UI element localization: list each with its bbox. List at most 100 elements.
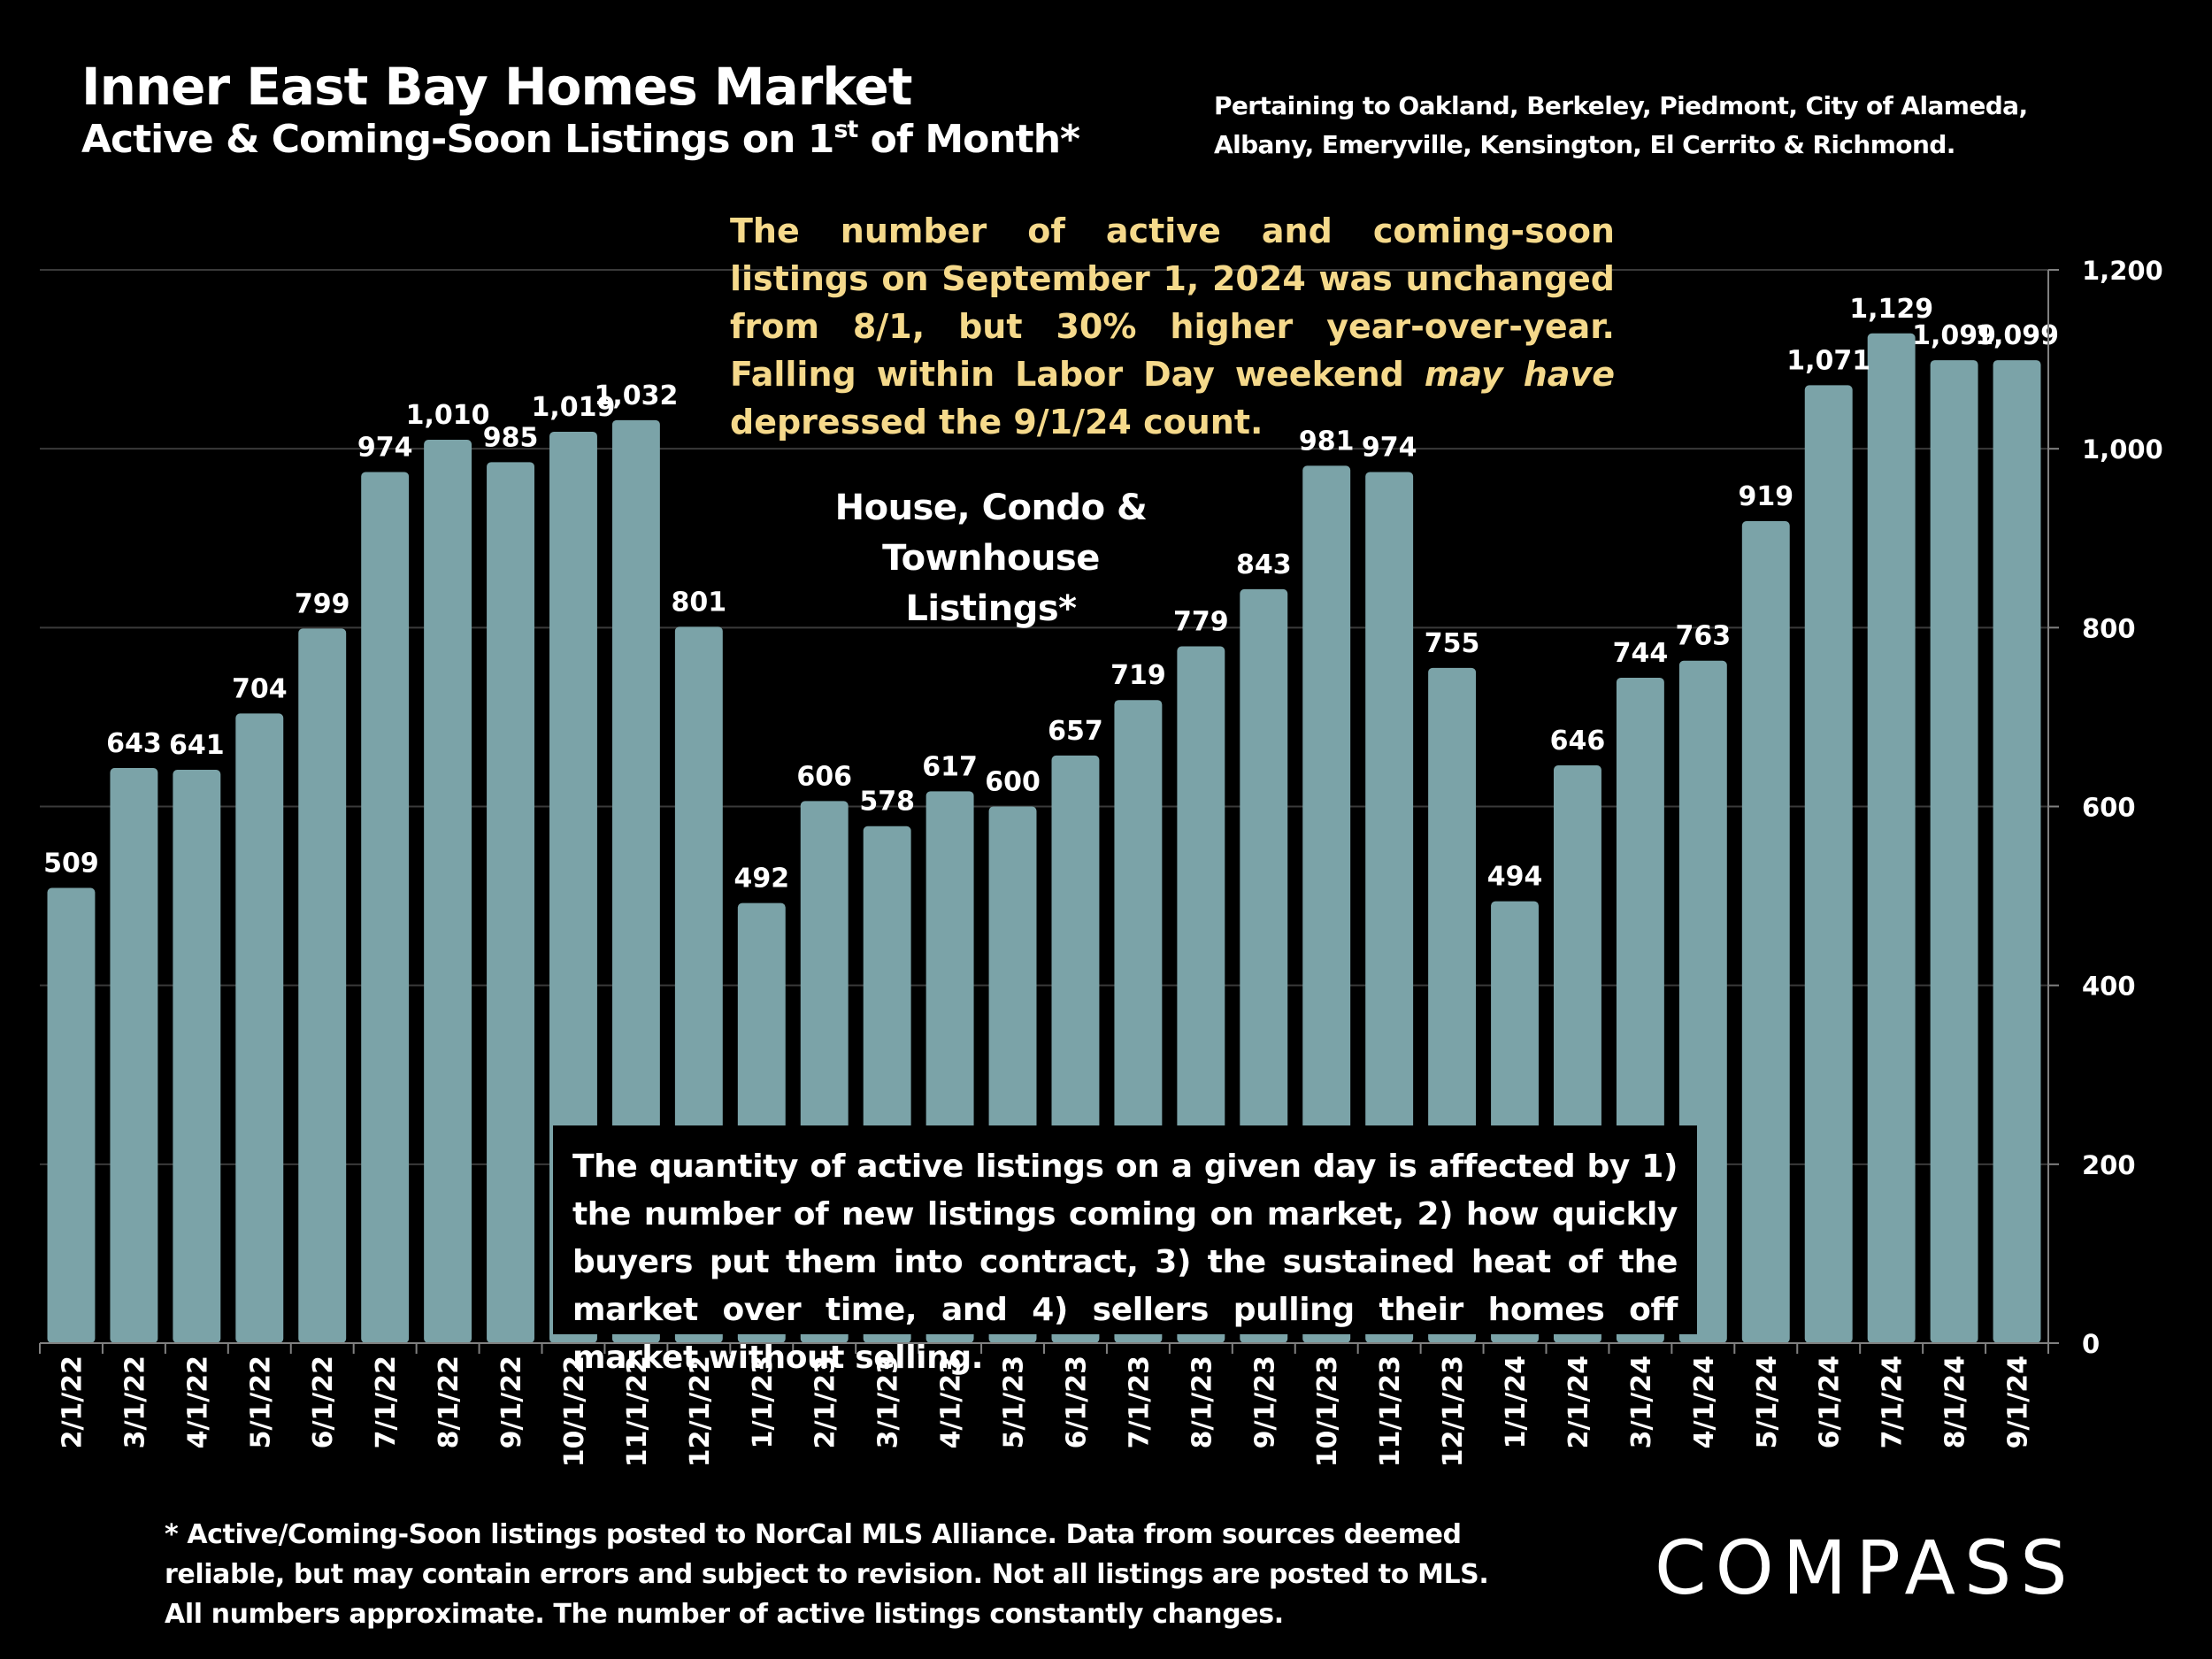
x-tick-label: 10/1/22	[559, 1356, 590, 1467]
bar	[1365, 472, 1414, 1343]
value-label: 779	[1173, 607, 1229, 638]
x-tick-label: 9/1/24	[2003, 1356, 2034, 1448]
value-label: 600	[985, 767, 1041, 798]
x-tick-label: 9/1/23	[1249, 1356, 1280, 1448]
value-label: 801	[672, 587, 727, 618]
x-tick-label: 2/1/23	[810, 1356, 841, 1448]
bar	[549, 431, 597, 1344]
value-label: 1,129	[1849, 294, 1933, 325]
x-tick-label: 7/1/22	[371, 1356, 402, 1448]
value-label: 643	[106, 728, 162, 759]
value-label: 509	[43, 848, 99, 879]
value-label: 1,010	[406, 400, 490, 431]
x-tick-label: 6/1/22	[308, 1356, 339, 1448]
x-tick-label: 7/1/23	[1124, 1356, 1155, 1448]
y-tick-label: 400	[2082, 972, 2136, 1002]
footnote-line: All numbers approximate. The number of a…	[165, 1599, 1284, 1630]
y-tick-label: 800	[2082, 613, 2136, 643]
callout-text: The number of active and coming-soon lis…	[730, 211, 1615, 394]
x-tick-label: 5/1/23	[999, 1356, 1030, 1448]
x-tick-label: 11/1/22	[622, 1356, 653, 1467]
value-label: 704	[232, 673, 288, 704]
x-tick-label: 4/1/22	[182, 1356, 213, 1448]
y-tick-label: 200	[2082, 1150, 2136, 1180]
x-tick-label: 4/1/23	[936, 1356, 967, 1448]
value-label: 1,019	[532, 392, 616, 423]
series-label-line: Townhouse Listings*	[882, 538, 1100, 629]
bar	[298, 628, 347, 1343]
x-tick-label: 3/1/22	[119, 1356, 150, 1448]
chart-title: Inner East Bay Homes Market	[81, 57, 912, 117]
value-label: 1,071	[1786, 345, 1870, 376]
coverage-note: Pertaining to Oakland, Berkeley, Piedmon…	[1214, 87, 2028, 165]
x-tick-label: 5/1/24	[1752, 1356, 1783, 1448]
x-tick-label: 10/1/23	[1312, 1356, 1343, 1467]
x-tick-label: 7/1/24	[1878, 1356, 1909, 1448]
callout-emphasis: may have	[1424, 355, 1615, 394]
x-tick-label: 3/1/24	[1626, 1356, 1657, 1448]
value-label: 843	[1236, 549, 1292, 580]
series-label: House, Condo & Townhouse Listings*	[796, 483, 1186, 634]
value-label: 606	[796, 761, 852, 792]
value-label: 492	[733, 864, 789, 895]
value-label: 919	[1738, 481, 1793, 512]
subtitle-prefix: Active & Coming-Soon Listings on 1	[81, 117, 834, 162]
chart-subtitle: Active & Coming-Soon Listings on 1st of …	[81, 117, 1080, 162]
y-tick-labels: 0 200 400 600 800 1,000 1,200	[2082, 256, 2163, 1359]
bar	[424, 440, 472, 1343]
value-label: 657	[1048, 716, 1103, 747]
x-tick-label: 8/1/24	[1940, 1356, 1971, 1448]
footnote: * Active/Coming-Soon listings posted to …	[165, 1515, 1489, 1634]
value-label: 617	[922, 751, 978, 782]
value-label: 1,099	[1975, 320, 2059, 351]
callout-text-end: depressed the 9/1/24 count.	[730, 403, 1263, 442]
bar	[1804, 385, 1853, 1344]
bar	[235, 713, 284, 1343]
bar	[173, 770, 221, 1343]
bar	[1930, 360, 1978, 1343]
bar	[1741, 521, 1790, 1343]
bar	[47, 887, 96, 1343]
x-tick-label: 8/1/22	[434, 1356, 465, 1448]
value-label: 494	[1487, 862, 1543, 893]
x-tick-label: 5/1/22	[245, 1356, 276, 1448]
coverage-line: Albany, Emeryville, Kensington, El Cerri…	[1214, 130, 1955, 159]
value-label: 1,032	[594, 380, 678, 411]
bar	[1302, 465, 1351, 1343]
x-tick-label: 3/1/23	[873, 1356, 904, 1448]
bar	[1867, 333, 1916, 1343]
subtitle-suffix: of Month*	[857, 117, 1080, 162]
value-label: 744	[1613, 638, 1669, 669]
x-tick-label: 1/1/24	[1501, 1356, 1532, 1448]
coverage-line: Pertaining to Oakland, Berkeley, Piedmon…	[1214, 91, 2028, 120]
value-label: 755	[1425, 628, 1480, 659]
x-tick-label: 6/1/24	[1815, 1356, 1846, 1448]
x-tick-label: 12/1/22	[685, 1356, 716, 1467]
value-label: 985	[483, 422, 539, 453]
y-tick-label: 1,000	[2082, 434, 2163, 465]
x-tick-labels: 2/1/22 3/1/22 4/1/22 5/1/22 6/1/22 7/1/22 8/1/…	[57, 1356, 2033, 1467]
x-tick-label: 2/1/24	[1563, 1356, 1594, 1448]
footnote-line: reliable, but may contain errors and sub…	[165, 1559, 1489, 1590]
bar	[611, 419, 660, 1343]
x-tick-label: 1/1/23	[748, 1356, 779, 1448]
value-label: 641	[169, 730, 225, 761]
value-label: 974	[1362, 432, 1417, 463]
y-tick-label: 0	[2082, 1329, 2100, 1359]
value-label: 578	[859, 787, 915, 818]
y-tick-label: 600	[2082, 793, 2136, 823]
value-label: 1,099	[1912, 320, 1996, 351]
bar	[487, 462, 534, 1343]
bar	[110, 768, 158, 1343]
value-label: 646	[1550, 726, 1606, 757]
x-tick-label: 9/1/22	[496, 1356, 527, 1448]
series-label-line: House, Condo &	[834, 488, 1148, 528]
value-label: 799	[295, 588, 350, 619]
explanation-box: The quantity of active listings on a giv…	[553, 1125, 1697, 1376]
bar	[361, 472, 410, 1343]
bar	[1993, 360, 2041, 1343]
footnote-line: * Active/Coming-Soon listings posted to …	[165, 1519, 1462, 1550]
callout-annotation: The number of active and coming-soon lis…	[730, 207, 1615, 446]
x-tick-label: 4/1/24	[1689, 1356, 1720, 1448]
